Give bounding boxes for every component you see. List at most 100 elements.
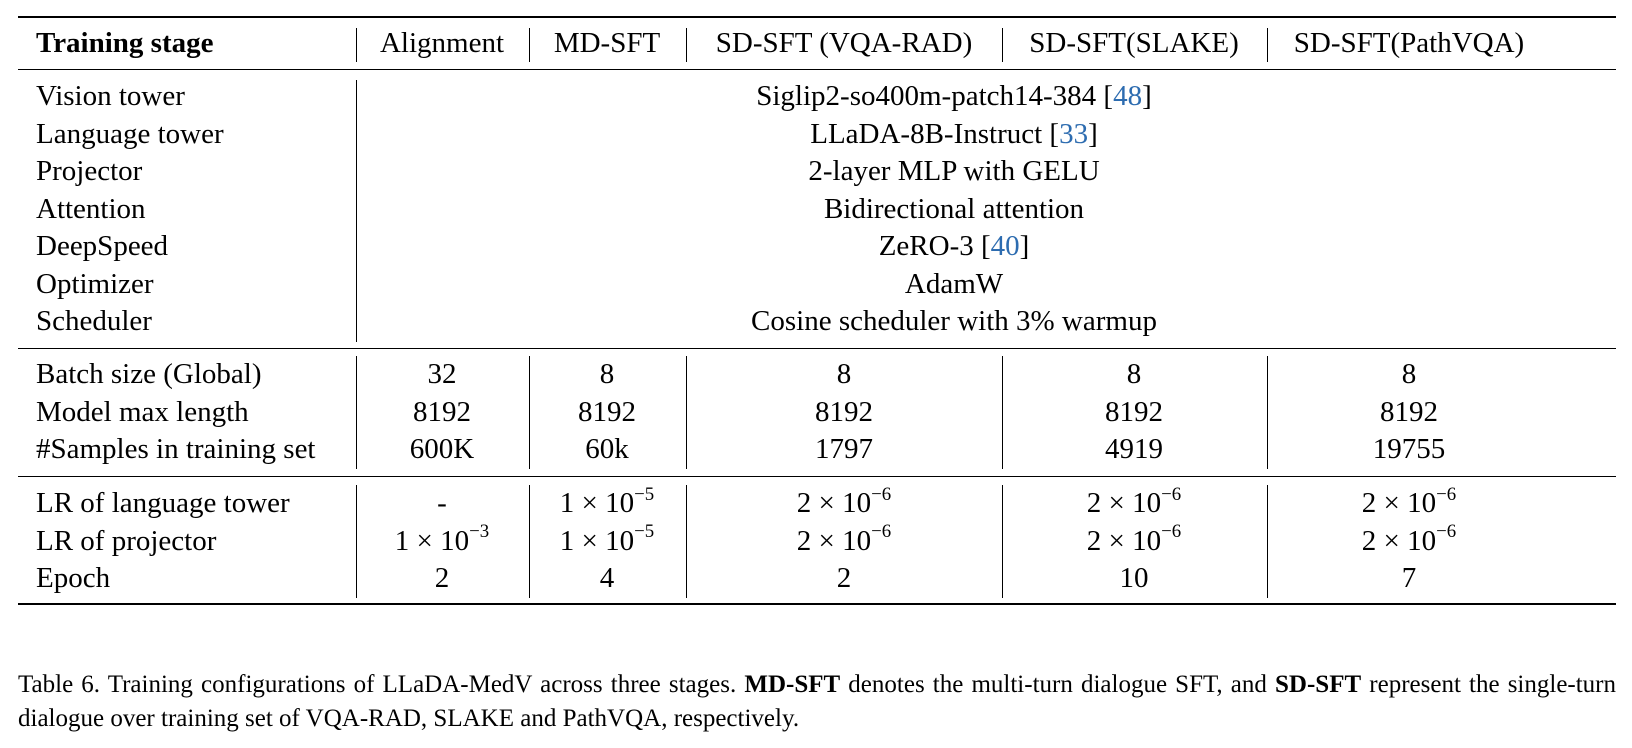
table-cell: 8: [836, 358, 852, 390]
row-label: Vision tower: [36, 80, 185, 112]
label-divider: [356, 80, 358, 342]
table-cell: 8: [1126, 358, 1142, 390]
col-divider: [529, 356, 531, 469]
table-cell: 2: [434, 562, 450, 594]
header-col-md-sft: MD-SFT: [553, 27, 661, 59]
caption-prefix: Table 6. Training configurations of LLaD…: [18, 671, 745, 698]
top-rule: [18, 16, 1616, 18]
col-divider: [1267, 485, 1269, 598]
table-cell: 1797: [815, 433, 873, 465]
table-cell: 8192: [578, 395, 636, 428]
row-label: LR of projector: [36, 524, 217, 557]
table-cell: -: [437, 487, 447, 519]
table-cell: 8192: [1380, 395, 1438, 428]
shared-value: 2-layer MLP with GELU: [808, 152, 1099, 190]
header-divider: [529, 28, 531, 62]
caption-bold-md-sft: MD-SFT: [744, 671, 841, 698]
citation-bracket: ]: [1019, 230, 1030, 262]
sci-base: 2 × 10: [1361, 487, 1437, 519]
citation-link[interactable]: 40: [990, 230, 1020, 262]
shared-value-text: Cosine scheduler with 3% warmup: [751, 305, 1157, 337]
shared-value: AdamW: [905, 265, 1003, 303]
table-cell: 19755: [1372, 433, 1446, 465]
header-rule: [18, 69, 1616, 71]
table-cell: 2 × 10−6: [1087, 484, 1181, 526]
sci-base: 1 × 10: [559, 524, 635, 557]
col-divider: [529, 485, 531, 598]
sci-exponent: −6: [1161, 521, 1182, 543]
col-divider: [1002, 485, 1004, 598]
sci-exponent: −5: [634, 483, 655, 505]
table-cell: 32: [427, 358, 457, 390]
sci-base: 2 × 10: [1361, 524, 1437, 557]
table-cell: 2 × 10−6: [1362, 484, 1456, 526]
citation-link[interactable]: 48: [1113, 80, 1143, 112]
header-col-alignment: Alignment: [379, 27, 505, 59]
table-cell: 8: [1401, 358, 1417, 390]
table-cell: 8: [599, 358, 615, 390]
row-label: Batch size (Global): [36, 358, 262, 390]
row-label: Optimizer: [36, 267, 154, 300]
table-cell: 1 × 10−5: [559, 521, 655, 564]
sci-base: 2 × 10: [796, 487, 872, 519]
table-cell: 1 × 10−5: [560, 484, 654, 526]
shared-value-text: Siglip2-so400m-patch14-384 [: [756, 80, 1114, 112]
sci-base: 1 × 10: [559, 487, 635, 519]
table-cell: 2: [836, 562, 852, 594]
table-caption: Table 6. Training configurations of LLaD…: [18, 668, 1616, 736]
shared-value-text: Bidirectional attention: [823, 192, 1085, 225]
caption-suffix: represent the single-turn dialogue over …: [18, 671, 1617, 732]
header-divider: [356, 28, 358, 62]
row-label: Epoch: [36, 562, 111, 594]
row-label: Scheduler: [36, 305, 152, 337]
sci-base: 2 × 10: [1086, 524, 1162, 557]
header-stage-label: Training stage: [36, 27, 214, 59]
table-cell: 60k: [585, 433, 629, 465]
col-divider: [356, 485, 358, 598]
sci-exponent: −6: [1436, 521, 1457, 543]
sci-exponent: −6: [871, 483, 892, 505]
shared-value: Siglip2-so400m-patch14-384 [48]: [756, 77, 1152, 115]
table-cell: 1 × 10−3: [394, 521, 490, 564]
sci-base: 2 × 10: [1086, 487, 1162, 519]
shared-value-text: AdamW: [904, 267, 1004, 300]
citation-link[interactable]: 33: [1059, 117, 1089, 150]
col-divider: [686, 356, 688, 469]
table-cell: 4919: [1105, 433, 1163, 465]
shared-value: Bidirectional attention: [824, 190, 1084, 228]
row-label: DeepSpeed: [36, 230, 169, 262]
table-cell: 2 × 10−6: [1086, 521, 1182, 564]
row-label: LR of language tower: [36, 487, 290, 519]
header-col-sd-sft-pathvqa: SD-SFT(PathVQA): [1293, 27, 1525, 59]
col-divider: [1002, 356, 1004, 469]
header-divider: [1002, 28, 1004, 62]
row-label: Model max length: [36, 395, 249, 428]
col-divider: [1267, 356, 1269, 469]
header-divider: [1267, 28, 1269, 62]
header-col-sd-sft-slake: SD-SFT(SLAKE): [1029, 27, 1239, 59]
bottom-rule: [18, 603, 1616, 605]
table-cell: 4: [599, 562, 615, 594]
caption-mid: denotes the multi-turn dialogue SFT, and: [840, 671, 1276, 698]
row-label: Language tower: [36, 117, 224, 150]
sci-exponent: −3: [469, 521, 490, 543]
sci-base: 2 × 10: [796, 524, 872, 557]
sci-exponent: −5: [634, 521, 655, 543]
citation-bracket: ]: [1088, 117, 1098, 150]
sci-exponent: −6: [1436, 483, 1457, 505]
table-cell: 10: [1119, 562, 1149, 594]
table-cell: 8192: [1105, 395, 1163, 428]
table-cell: 8192: [815, 395, 873, 428]
row-label: #Samples in training set: [36, 433, 316, 465]
row-label: Attention: [36, 192, 146, 225]
caption-bold-sd-sft: SD-SFT: [1275, 671, 1362, 698]
table-cell: 7: [1401, 562, 1417, 594]
table-cell: 2 × 10−6: [797, 484, 891, 526]
table-cell: 600K: [409, 433, 475, 465]
row-label: Projector: [36, 155, 143, 187]
shared-value: LLaDA-8B-Instruct [33]: [810, 115, 1098, 153]
shared-value-text: ZeRO-3 [: [878, 230, 991, 262]
sci-exponent: −6: [871, 521, 892, 543]
shared-value-text: LLaDA-8B-Instruct [: [810, 117, 1060, 150]
sci-base: 1 × 10: [394, 524, 470, 557]
